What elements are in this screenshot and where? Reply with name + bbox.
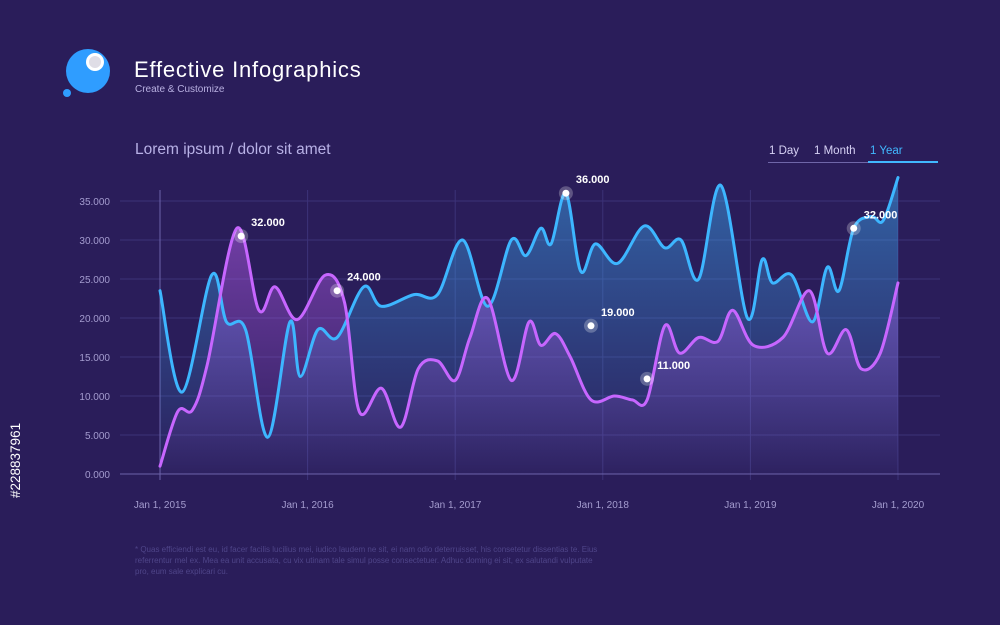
data-point xyxy=(587,322,595,330)
data-label: 19.000 xyxy=(601,307,635,319)
x-tick-label: Jan 1, 2019 xyxy=(724,500,777,511)
x-tick-label: Jan 1, 2015 xyxy=(134,500,187,511)
range-tab-1-year[interactable]: 1 Year xyxy=(870,145,903,157)
y-tick-label: 15.000 xyxy=(79,353,110,364)
bubble-logo-icon xyxy=(63,49,110,97)
app-title: Effective Infographics xyxy=(134,57,362,82)
data-label: 24.000 xyxy=(347,272,381,284)
y-tick-label: 10.000 xyxy=(79,392,110,403)
app-subtitle: Create & Customize xyxy=(135,84,225,95)
data-label: 11.000 xyxy=(657,360,690,372)
y-tick-label: 0.000 xyxy=(85,470,110,481)
y-tick-label: 30.000 xyxy=(79,236,110,247)
y-tick-label: 20.000 xyxy=(79,314,110,325)
chart-heading: Lorem ipsum / dolor sit amet xyxy=(135,141,331,158)
data-point xyxy=(333,287,341,295)
active-range-indicator xyxy=(868,161,938,163)
x-tick-label: Jan 1, 2017 xyxy=(429,500,482,511)
y-tick-label: 25.000 xyxy=(79,275,110,286)
data-label: 36.000 xyxy=(576,174,610,186)
series-line-0 xyxy=(158,176,900,439)
footnote-text: * Quas efficiendi est eu, id facer facil… xyxy=(135,545,598,576)
data-label: 32.000 xyxy=(251,217,285,229)
series-area-1 xyxy=(160,227,898,474)
x-tick-label: Jan 1, 2018 xyxy=(577,500,630,511)
side-caption-text: #228837961 xyxy=(8,422,23,498)
data-label: 32.000 xyxy=(864,209,898,221)
y-tick-label: 35.000 xyxy=(79,197,110,208)
x-tick-label: Jan 1, 2016 xyxy=(281,500,334,511)
range-tab-1-day[interactable]: 1 Day xyxy=(769,145,800,157)
data-point xyxy=(562,189,570,197)
side-caption: #228837961 xyxy=(8,423,28,518)
range-tab-1-month[interactable]: 1 Month xyxy=(814,145,856,157)
series-line-1 xyxy=(158,226,900,468)
data-point xyxy=(237,232,245,240)
y-tick-label: 5.000 xyxy=(85,431,110,442)
data-point xyxy=(643,375,651,383)
x-tick-label: Jan 1, 2020 xyxy=(872,500,925,511)
data-point xyxy=(850,224,858,232)
range-tabs-divider xyxy=(768,162,938,163)
